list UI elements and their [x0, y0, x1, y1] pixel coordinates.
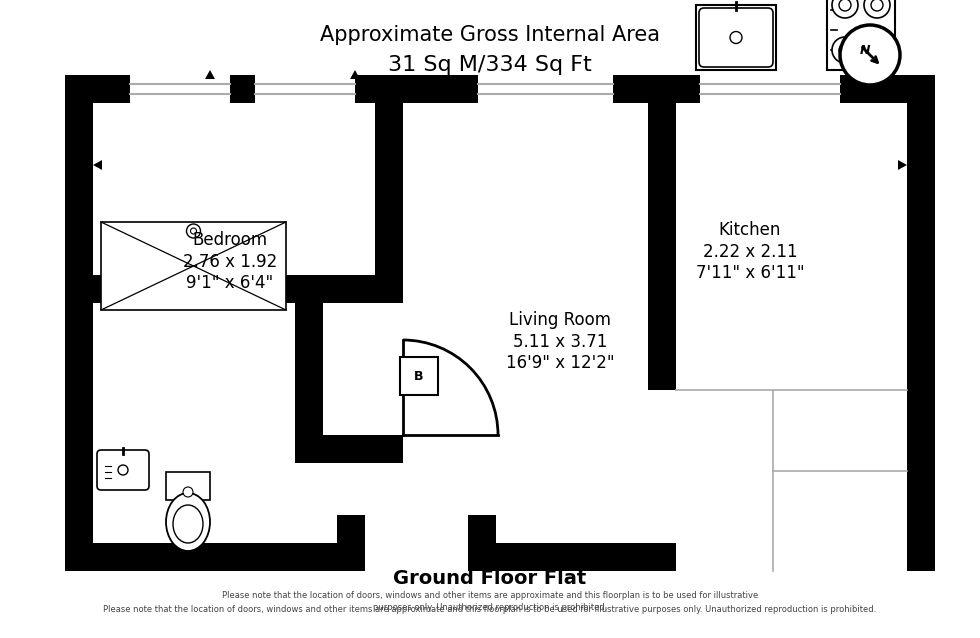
Text: 7'11" x 6'11": 7'11" x 6'11" [696, 264, 805, 282]
Circle shape [839, 44, 851, 56]
Text: B: B [415, 369, 423, 383]
FancyBboxPatch shape [97, 450, 149, 490]
Bar [468, 543, 935, 571]
Polygon shape [648, 160, 657, 170]
Text: Ground Floor Flat: Ground Floor Flat [393, 568, 587, 588]
Text: Living Room: Living Room [509, 311, 611, 329]
Circle shape [864, 0, 890, 18]
Circle shape [839, 0, 851, 11]
Polygon shape [205, 70, 215, 79]
Text: 2.22 x 2.11: 2.22 x 2.11 [703, 242, 798, 260]
Text: 16'9" x 12'2": 16'9" x 12'2" [506, 354, 614, 372]
Polygon shape [93, 160, 102, 170]
Bar [295, 303, 323, 435]
Text: Please note that the location of doors, windows and other items are approximate : Please note that the location of doors, … [103, 605, 877, 614]
Circle shape [190, 228, 197, 234]
Polygon shape [350, 70, 360, 79]
Bar [65, 75, 935, 103]
Text: Bedroom: Bedroom [192, 231, 268, 249]
Circle shape [730, 31, 742, 43]
Circle shape [832, 37, 858, 63]
Bar [648, 103, 676, 390]
Bar [907, 75, 935, 571]
Bar [65, 543, 365, 571]
Bar [478, 75, 613, 103]
Circle shape [840, 25, 900, 85]
Circle shape [871, 44, 883, 56]
Text: Please note that the location of doors, windows and other items are approximate : Please note that the location of doors, … [221, 591, 759, 600]
Circle shape [118, 465, 128, 475]
Bar [400, 357, 438, 395]
Text: purposes only. Unauthorized reproduction is prohibited.: purposes only. Unauthorized reproduction… [372, 602, 608, 611]
Polygon shape [585, 562, 595, 571]
Bar [468, 515, 496, 571]
Bar [65, 75, 93, 571]
Circle shape [871, 0, 883, 11]
Bar [827, 0, 895, 70]
Bar [375, 103, 403, 303]
Bar [101, 222, 286, 310]
Text: 31 Sq M/334 Sq Ft: 31 Sq M/334 Sq Ft [388, 55, 592, 75]
Bar [130, 75, 230, 103]
Text: N: N [859, 43, 870, 57]
Bar [166, 472, 210, 500]
Text: 5.11 x 3.71: 5.11 x 3.71 [513, 332, 608, 351]
Polygon shape [394, 160, 403, 170]
Bar [696, 5, 776, 70]
Text: 9'1" x 6'4": 9'1" x 6'4" [186, 274, 273, 292]
Text: Approximate Gross Internal Area: Approximate Gross Internal Area [320, 25, 660, 45]
Circle shape [186, 224, 201, 238]
Bar [255, 75, 355, 103]
Text: Kitchen: Kitchen [718, 221, 781, 239]
Circle shape [183, 487, 193, 497]
Ellipse shape [166, 493, 210, 551]
Text: 2.76 x 1.92: 2.76 x 1.92 [183, 253, 277, 271]
Circle shape [832, 0, 858, 18]
Ellipse shape [173, 505, 203, 543]
Bar [676, 390, 907, 571]
Bar [295, 435, 403, 463]
Circle shape [864, 37, 890, 63]
Bar [700, 75, 840, 103]
FancyBboxPatch shape [699, 8, 773, 67]
Bar [676, 390, 907, 418]
Polygon shape [898, 160, 907, 170]
Bar [93, 275, 403, 303]
Bar [337, 515, 365, 571]
